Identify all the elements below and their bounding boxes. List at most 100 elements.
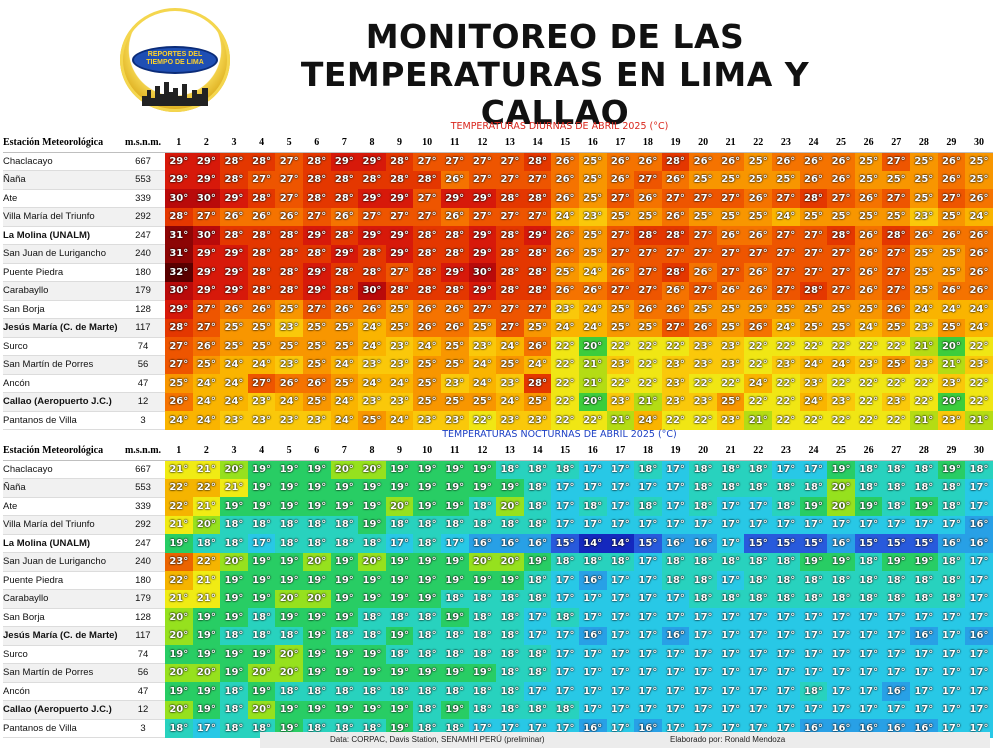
heatmap-cell: 20°	[578, 337, 607, 356]
heatmap-cell: 29°	[192, 152, 221, 171]
heatmap-cell: 28°	[302, 152, 331, 171]
heatmap-cell: 17°	[606, 460, 635, 479]
heatmap-cell: 19°	[440, 478, 469, 497]
heatmap-cell: 28°	[247, 244, 276, 263]
heatmap-cell: 25°	[330, 337, 359, 356]
table-row: Callao (Aeropuerto J.C.) 12 26° 24° 24° 23° 24…	[3, 392, 993, 412]
heatmap-cell: 20°	[302, 589, 331, 608]
heatmap-cell: 28°	[882, 226, 911, 245]
heatmap-cell: 18°	[496, 589, 524, 608]
heatmap-cell: 21°	[965, 411, 993, 430]
altitude-column-header: m.s.n.m.	[121, 134, 165, 153]
heatmap-cell: 27°	[689, 244, 717, 263]
heatmap-cell: 19°	[358, 645, 386, 664]
day-column-header: 11	[440, 134, 469, 153]
heatmap-cell: 18°	[468, 626, 497, 645]
heatmap-cell: 26°	[854, 281, 883, 300]
heatmap-cell: 18°	[330, 515, 359, 534]
day-column-header: 29	[937, 134, 966, 153]
heatmap-cell: 27°	[634, 281, 662, 300]
day-column-header: 1	[165, 442, 193, 461]
heatmap-cell: 19°	[854, 497, 883, 516]
heatmap-cell: 17°	[689, 515, 717, 534]
heatmap-cell: 17°	[661, 663, 690, 682]
table-row: Puente Piedra 180 22° 21° 19° 19° 19° 19° 19° 19°…	[3, 571, 993, 590]
heatmap-cell: 25°	[937, 318, 966, 337]
heatmap-cell: 25°	[827, 207, 855, 226]
heatmap-cell: 19°	[330, 571, 359, 590]
heatmap-cell: 27°	[192, 318, 221, 337]
day-column-header: 14	[523, 134, 552, 153]
heatmap-cell: 26°	[440, 318, 469, 337]
heatmap-cell: 26°	[965, 281, 993, 300]
heatmap-cell: 17°	[689, 608, 717, 627]
heatmap-cell: 17°	[772, 626, 800, 645]
heatmap-cell: 18°	[551, 608, 579, 627]
station-altitude: 339	[121, 189, 165, 208]
heatmap-cell: 20°	[220, 552, 248, 571]
heatmap-cell: 17°	[578, 515, 607, 534]
heatmap-cell: 27°	[247, 374, 276, 393]
heatmap-cell: 18°	[854, 460, 883, 479]
heatmap-cell: 27°	[496, 152, 524, 171]
heatmap-cell: 20°	[165, 626, 193, 645]
heatmap-cell: 17°	[716, 571, 745, 590]
day-column-header: 18	[634, 442, 662, 461]
day-column-header: 25	[827, 442, 855, 461]
heatmap-cell: 19°	[275, 460, 303, 479]
station-altitude: 180	[121, 571, 165, 590]
heatmap-cell: 18°	[965, 460, 993, 479]
heatmap-cell: 25°	[910, 189, 938, 208]
heatmap-cell: 26°	[937, 226, 966, 245]
heatmap-cell: 25°	[744, 170, 773, 189]
table-row: Puente Piedra 180 32° 29° 29° 28° 28° 29° 28° 28°…	[3, 263, 993, 282]
day-column-header: 16	[578, 134, 607, 153]
station-altitude: 74	[121, 337, 165, 356]
heatmap-cell: 19°	[440, 552, 469, 571]
heatmap-cell: 18°	[882, 497, 911, 516]
heatmap-cell: 17°	[634, 552, 662, 571]
heatmap-cell: 18°	[689, 460, 717, 479]
heatmap-cell: 26°	[275, 207, 303, 226]
heatmap-cell: 22°	[468, 411, 497, 430]
heatmap-cell: 25°	[937, 207, 966, 226]
heatmap-cell: 16°	[661, 534, 690, 553]
heatmap-cell: 27°	[468, 207, 497, 226]
heatmap-cell: 28°	[220, 152, 248, 171]
heatmap-cell: 19°	[413, 497, 441, 516]
heatmap-cell: 26°	[440, 207, 469, 226]
heatmap-cell: 18°	[772, 552, 800, 571]
heatmap-cell: 18°	[523, 663, 552, 682]
heatmap-cell: 22°	[965, 337, 993, 356]
heatmap-cell: 22°	[606, 374, 635, 393]
heatmap-cell: 16°	[661, 626, 690, 645]
heatmap-cell: 17°	[606, 571, 635, 590]
heatmap-cell: 27°	[385, 207, 414, 226]
heatmap-cell: 27°	[468, 170, 497, 189]
heatmap-cell: 26°	[744, 263, 773, 282]
heatmap-cell: 27°	[772, 263, 800, 282]
day-column-header: 1	[165, 134, 193, 153]
heatmap-cell: 26°	[689, 152, 717, 171]
heatmap-cell: 27°	[772, 189, 800, 208]
table-row: Jesús María (C. de Marte) 117 20° 19° 18° 18°…	[3, 626, 993, 646]
heatmap-cell: 18°	[937, 571, 966, 590]
heatmap-cell: 25°	[799, 318, 828, 337]
heatmap-cell: 24°	[772, 207, 800, 226]
station-altitude: 179	[121, 589, 165, 609]
heatmap-cell: 17°	[854, 645, 883, 664]
heatmap-cell: 18°	[882, 589, 911, 608]
heatmap-cell: 28°	[661, 226, 690, 245]
heatmap-cell: 26°	[772, 152, 800, 171]
heatmap-cell: 18°	[247, 626, 276, 645]
heatmap-cell: 25°	[744, 152, 773, 171]
heatmap-cell: 18°	[716, 589, 745, 608]
day-column-header: 4	[247, 442, 276, 461]
heatmap-cell: 18°	[302, 534, 331, 553]
heatmap-cell: 18°	[910, 589, 938, 608]
day-column-header: 8	[358, 134, 386, 153]
heatmap-cell: 27°	[772, 226, 800, 245]
heatmap-cell: 21°	[910, 337, 938, 356]
heatmap-cell: 27°	[634, 244, 662, 263]
station-name: Ate	[3, 189, 121, 208]
